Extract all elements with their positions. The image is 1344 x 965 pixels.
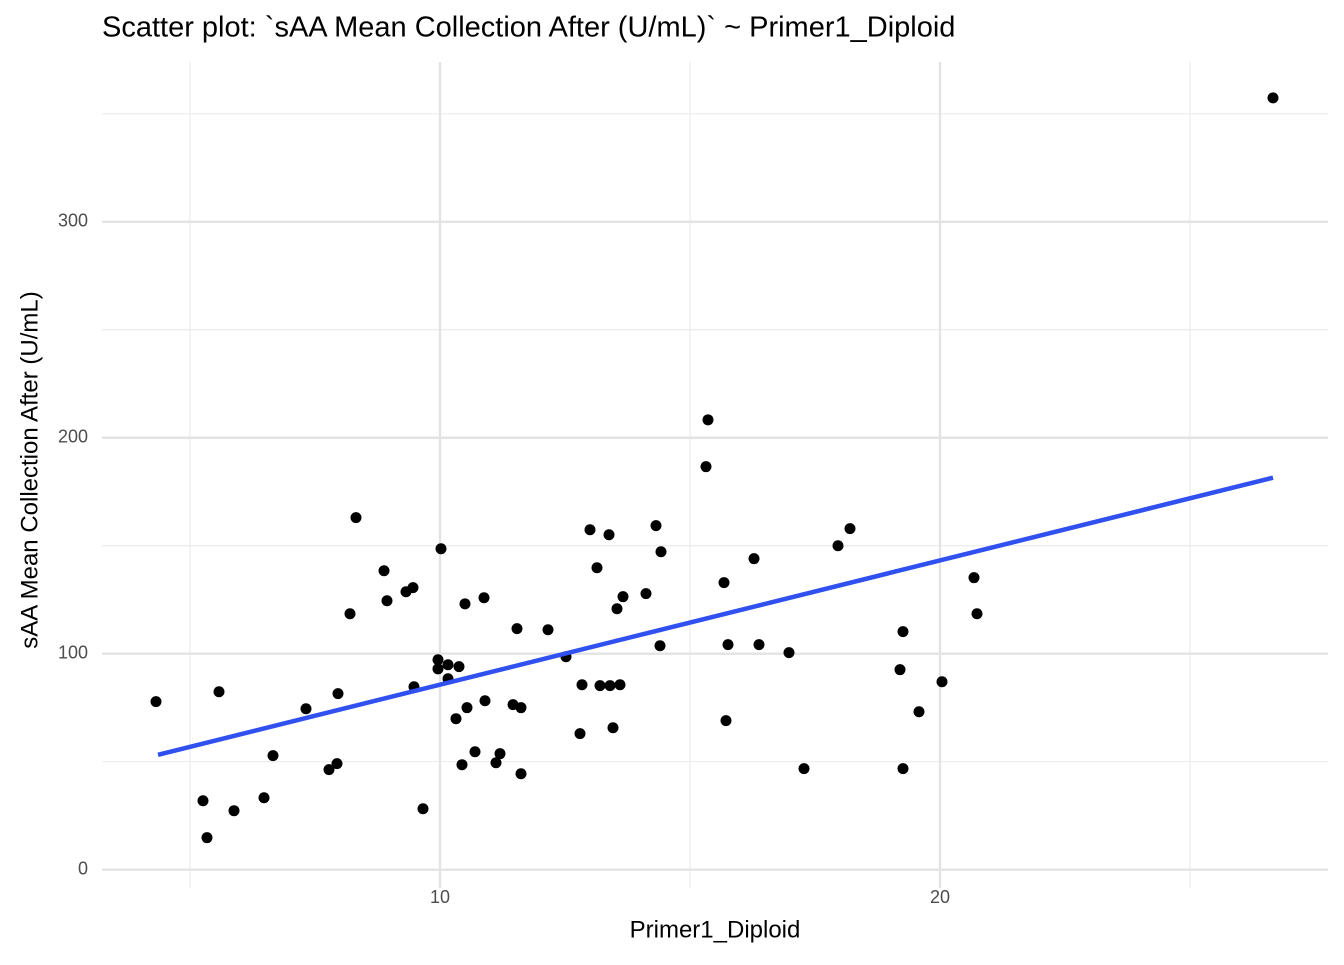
point [783,647,795,659]
point [971,608,983,620]
y-tick-label: 0 [78,858,88,878]
point [228,805,240,817]
point [607,722,619,734]
point [417,803,429,815]
point [894,664,906,676]
y-axis-label: sAA Mean Collection After (U/mL) [16,291,43,648]
point [617,591,629,603]
point [344,608,356,620]
point [913,706,925,718]
point [456,759,468,771]
point [515,768,527,780]
point [1267,92,1279,104]
point [720,715,732,727]
point [650,520,662,532]
point [459,598,471,610]
point [655,546,667,558]
point [201,832,213,844]
point [604,680,616,692]
point [722,639,734,651]
point [584,524,596,536]
point [640,588,652,600]
x-axis-label: Primer1_Diploid [630,916,801,943]
point [702,414,714,426]
point [574,728,586,740]
point [435,543,447,555]
point [197,795,209,807]
point [798,763,810,775]
point [258,792,270,804]
point [331,758,343,770]
point [968,572,980,584]
point [332,688,344,700]
point [300,703,312,715]
y-tick-label: 100 [58,642,88,662]
point [350,512,362,524]
point [432,654,444,666]
y-tick-label: 200 [58,426,88,446]
point [469,746,481,758]
point [442,659,454,671]
point [897,626,909,638]
point [378,565,390,577]
x-tick-label: 20 [930,887,950,907]
point [461,702,473,714]
point [213,686,225,698]
point [936,676,948,688]
point [753,639,765,651]
point [381,595,393,607]
point [603,529,615,541]
point [614,679,626,691]
point [844,523,856,535]
point [494,748,506,760]
y-tick-label: 300 [58,211,88,231]
point [897,763,909,775]
point [832,540,844,552]
fit-line [157,475,1274,757]
point [611,603,623,615]
point [515,702,527,714]
point [323,764,335,776]
x-tick-label: 10 [430,887,450,907]
point [542,624,554,636]
point [654,640,666,652]
point [576,679,588,691]
point [450,713,462,725]
point [479,695,491,707]
point [700,461,712,473]
point [594,680,606,692]
point [718,577,730,589]
point [748,553,760,565]
point [591,562,603,574]
point [432,663,444,675]
point [267,750,279,762]
chart-title: Scatter plot: `sAA Mean Collection After… [102,12,955,44]
point [478,592,490,604]
point [490,757,502,769]
point [150,696,162,708]
point [407,582,419,594]
point [511,623,523,635]
point [453,661,465,673]
